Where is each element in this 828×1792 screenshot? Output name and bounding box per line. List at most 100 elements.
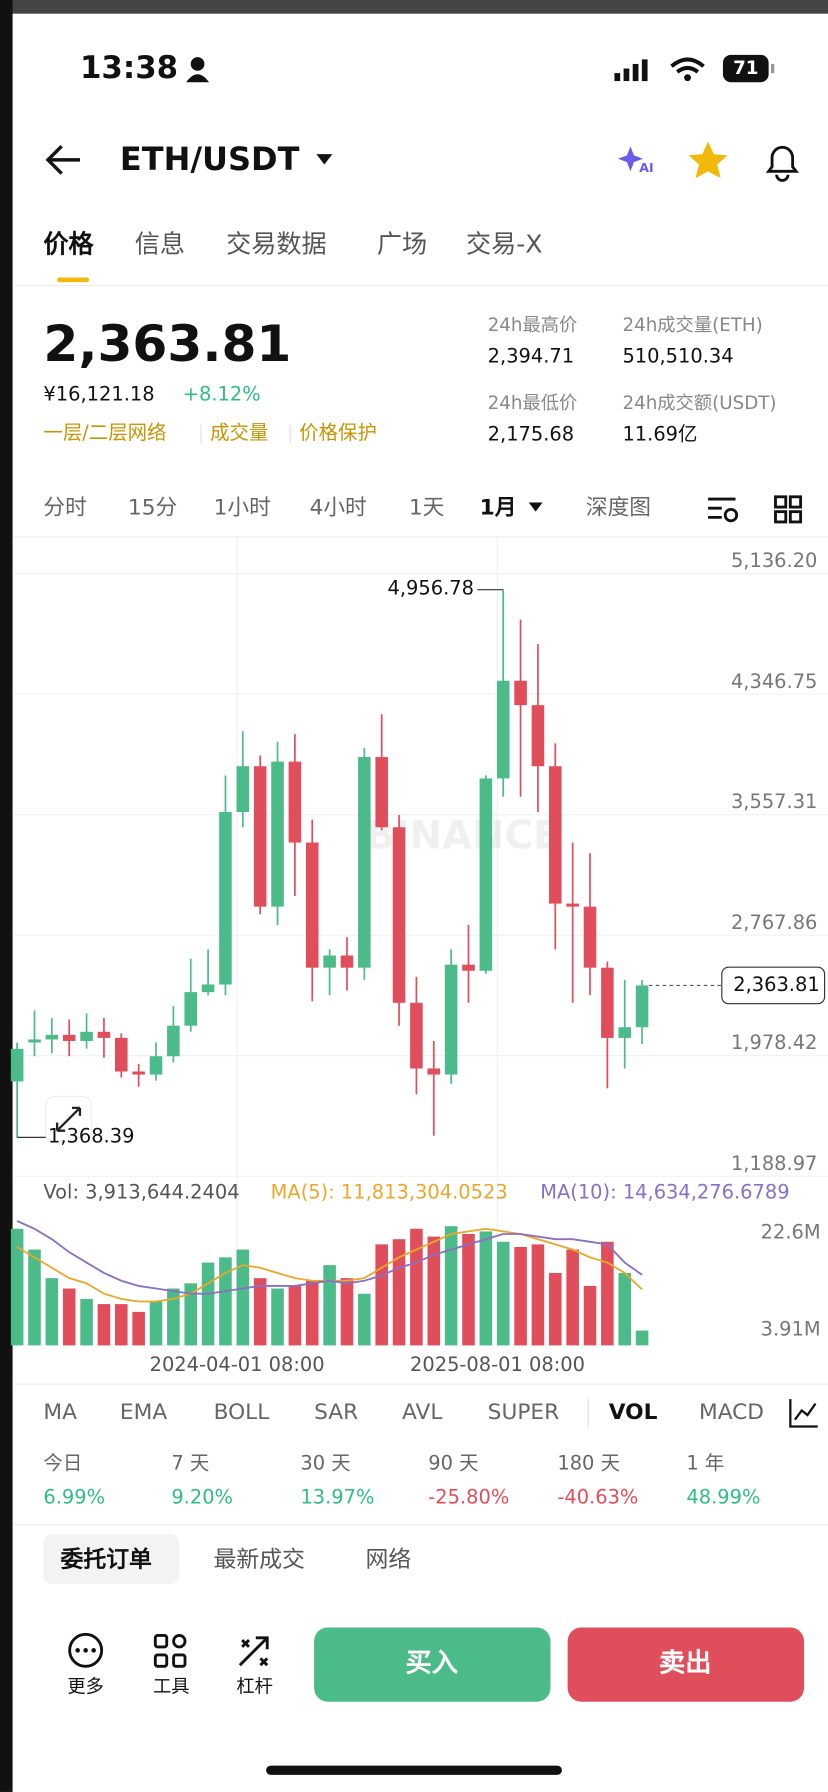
tools-icon[interactable] xyxy=(153,1634,187,1668)
info-link[interactable]: 价格保护 xyxy=(299,422,377,445)
order-tab[interactable]: 网络 xyxy=(365,1545,412,1573)
candle-body xyxy=(375,757,388,828)
ma10-line xyxy=(16,1220,643,1295)
volume-bar xyxy=(531,1244,545,1346)
person-icon xyxy=(190,57,205,71)
toolbar-label[interactable]: 杠杆 xyxy=(236,1675,273,1698)
tab[interactable]: 交易-X xyxy=(465,230,543,260)
sell-button[interactable] xyxy=(567,1627,805,1702)
candle-body xyxy=(167,1025,180,1057)
y-tick-label: 1,188.97 xyxy=(730,1152,818,1176)
candle-body xyxy=(479,778,493,971)
stat-label: 24h最高价 xyxy=(487,314,578,336)
x-tick-label: 2024-04-01 08:00 xyxy=(149,1353,325,1377)
volume-bar xyxy=(132,1311,145,1346)
more-icon[interactable] xyxy=(68,1632,104,1668)
pair-dropdown[interactable] xyxy=(316,154,333,165)
volume-bar xyxy=(80,1298,93,1346)
layout-icon[interactable] xyxy=(774,495,803,524)
bell-icon[interactable] xyxy=(765,145,799,182)
ai-icon[interactable] xyxy=(617,146,644,172)
volume-bar xyxy=(305,1280,319,1346)
order-tab[interactable]: 最新成交 xyxy=(213,1545,305,1573)
info-link[interactable]: 成交量 xyxy=(210,422,269,445)
chart-tool-icon[interactable] xyxy=(789,1399,818,1428)
volume-bar xyxy=(566,1249,579,1346)
volume-bar xyxy=(427,1236,441,1346)
volume-bar xyxy=(115,1304,128,1346)
indicator-tab[interactable]: BOLL xyxy=(213,1399,270,1425)
interval-tab[interactable]: 1小时 xyxy=(213,495,271,521)
tab[interactable]: 广场 xyxy=(376,230,428,260)
indicator-tab[interactable]: EMA xyxy=(119,1399,168,1425)
candle-body xyxy=(514,680,527,706)
active-order-tab[interactable] xyxy=(43,1533,180,1585)
volume-bar xyxy=(62,1288,76,1346)
interval-tab[interactable]: 1月 xyxy=(479,495,517,521)
volume-bar xyxy=(288,1285,302,1346)
stat-value: 2,175.68 xyxy=(487,423,575,446)
indicator-tab[interactable]: VOL xyxy=(608,1399,658,1425)
info-link[interactable]: 一层/二层网络 xyxy=(43,422,167,445)
candle-body xyxy=(410,1002,423,1069)
indicator-tab[interactable]: MACD xyxy=(698,1399,765,1425)
indicator-tab[interactable]: SAR xyxy=(314,1399,359,1425)
interval-dropdown[interactable] xyxy=(528,502,543,512)
volume-bar xyxy=(253,1278,267,1346)
volume-bar xyxy=(479,1231,493,1346)
settings-icon[interactable] xyxy=(708,497,736,519)
volume-bar xyxy=(601,1241,614,1346)
back-arrow[interactable] xyxy=(45,144,80,175)
volume-bar xyxy=(340,1278,354,1346)
y-tick-label: 3,557.31 xyxy=(730,791,818,815)
y-tick-label: 1,978.42 xyxy=(730,1032,818,1056)
interval-tab[interactable]: 1天 xyxy=(408,495,445,521)
battery-level: 71 xyxy=(733,57,759,79)
indicator-tab[interactable]: MA xyxy=(43,1399,77,1425)
volume-bar xyxy=(167,1288,180,1346)
pair-title[interactable]: ETH/USDT xyxy=(119,140,300,179)
period-label: 7 天 xyxy=(171,1452,210,1476)
clock: 13:38 xyxy=(79,50,179,87)
interval-tab[interactable]: 4小时 xyxy=(309,495,367,521)
buy-label[interactable]: 买入 xyxy=(405,1648,458,1679)
sell-label[interactable]: 卖出 xyxy=(658,1648,712,1679)
candle-body xyxy=(305,842,319,968)
interval-tab[interactable]: 15分 xyxy=(127,495,178,521)
volume-tick-label: 22.6M xyxy=(760,1221,821,1245)
toolbar-label[interactable]: 工具 xyxy=(153,1675,190,1698)
candle-body xyxy=(531,705,545,767)
indicator-tab[interactable]: SUPER xyxy=(487,1399,560,1425)
tab[interactable]: 信息 xyxy=(134,230,186,260)
tab[interactable]: 价格 xyxy=(43,230,94,260)
candle-body xyxy=(10,1048,24,1082)
volume-bar xyxy=(462,1233,475,1346)
candle-body xyxy=(184,992,198,1026)
candle-body xyxy=(427,1068,441,1075)
volume-bar xyxy=(549,1272,562,1346)
order-tab[interactable]: 委托订单 xyxy=(60,1545,152,1573)
volume-tick-label: 3.91M xyxy=(760,1318,821,1342)
star-icon[interactable] xyxy=(688,141,728,179)
volume-bar xyxy=(10,1228,24,1346)
candle-body xyxy=(271,761,284,907)
candle-body xyxy=(132,1071,145,1075)
leverage-icon[interactable] xyxy=(238,1636,269,1667)
candle-body xyxy=(601,967,614,1038)
candle-body xyxy=(62,1034,76,1041)
candle-body xyxy=(288,761,302,843)
wifi-icon xyxy=(670,57,705,74)
candle-body xyxy=(618,1027,632,1038)
top-edge xyxy=(0,0,828,14)
toolbar-label[interactable]: 更多 xyxy=(67,1675,104,1698)
interval-tab[interactable]: 深度图 xyxy=(585,495,652,521)
tab[interactable]: 交易数据 xyxy=(226,230,327,260)
interval-tab[interactable]: 分时 xyxy=(43,495,87,521)
volume-bar xyxy=(149,1301,163,1346)
volume-bar xyxy=(45,1278,59,1346)
last-price-box xyxy=(721,966,826,1005)
volume-bar xyxy=(97,1304,111,1346)
indicator-tab[interactable]: AVL xyxy=(402,1399,443,1425)
buy-button[interactable] xyxy=(314,1627,551,1702)
